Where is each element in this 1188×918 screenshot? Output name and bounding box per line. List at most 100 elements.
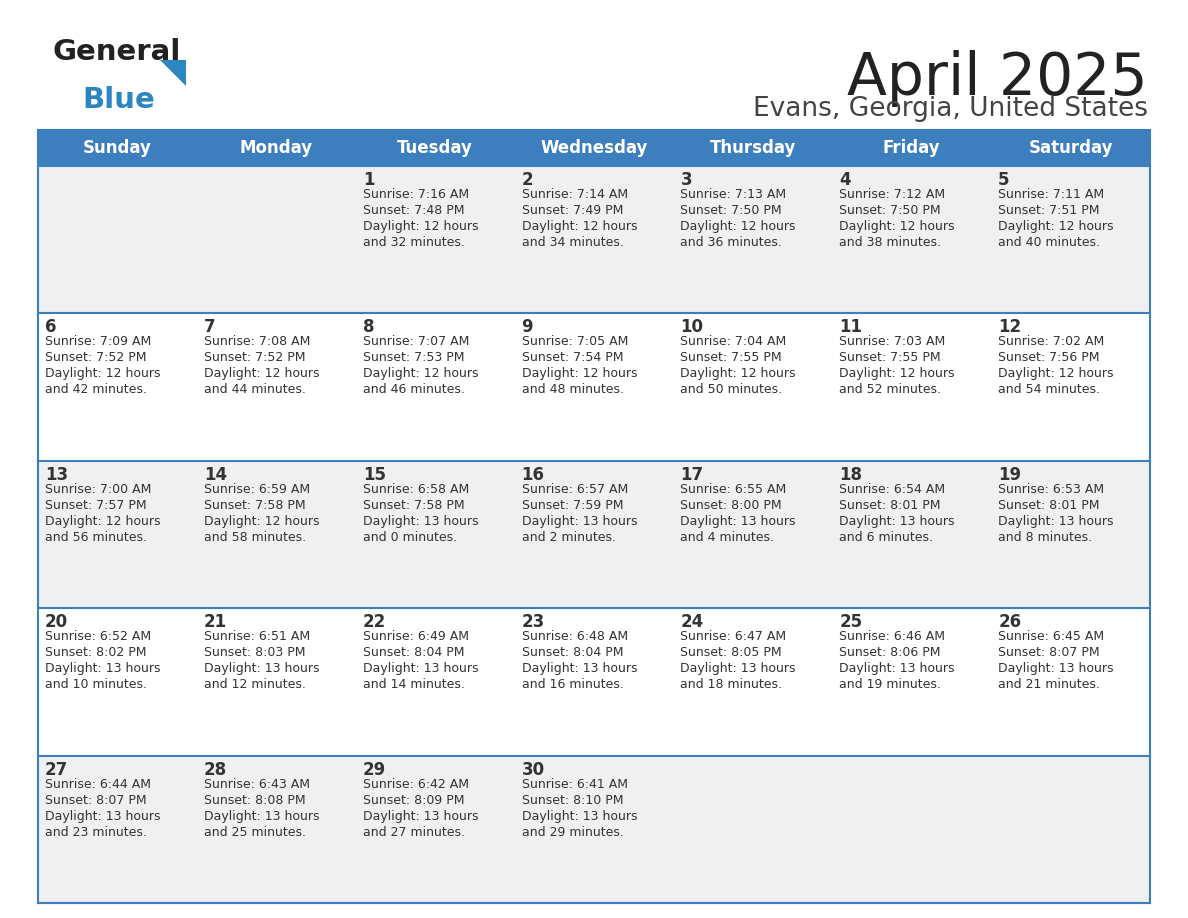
Text: 26: 26 [998,613,1022,632]
Text: Sunrise: 6:43 AM: Sunrise: 6:43 AM [204,778,310,790]
Text: Sunset: 7:51 PM: Sunset: 7:51 PM [998,204,1100,217]
Text: and 6 minutes.: and 6 minutes. [839,531,934,543]
Text: and 14 minutes.: and 14 minutes. [362,678,465,691]
Bar [514,166,674,313]
Text: and 18 minutes.: and 18 minutes. [681,678,783,691]
Text: Wednesday: Wednesday [541,139,647,157]
Text: Sunrise: 6:46 AM: Sunrise: 6:46 AM [839,630,946,644]
Text: Sunset: 8:04 PM: Sunset: 8:04 PM [362,646,465,659]
Text: and 32 minutes.: and 32 minutes. [362,236,465,249]
Text: Friday: Friday [883,139,941,157]
Text: and 29 minutes.: and 29 minutes. [522,825,624,839]
Text: Sunset: 7:59 PM: Sunset: 7:59 PM [522,498,623,512]
Text: Sunset: 8:04 PM: Sunset: 8:04 PM [522,646,623,659]
Bar [38,609,197,756]
Text: Sunset: 8:06 PM: Sunset: 8:06 PM [839,646,941,659]
Bar [355,756,514,903]
Text: Sunrise: 6:47 AM: Sunrise: 6:47 AM [681,630,786,644]
Text: Blue: Blue [82,86,154,114]
Text: Sunrise: 6:53 AM: Sunrise: 6:53 AM [998,483,1105,496]
Text: Daylight: 12 hours: Daylight: 12 hours [362,220,479,233]
Bar [674,609,833,756]
Text: Daylight: 12 hours: Daylight: 12 hours [522,220,637,233]
Text: 8: 8 [362,319,374,336]
Text: Sunrise: 7:07 AM: Sunrise: 7:07 AM [362,335,469,349]
Bar [674,166,833,313]
Text: and 34 minutes.: and 34 minutes. [522,236,624,249]
Text: Daylight: 12 hours: Daylight: 12 hours [522,367,637,380]
Text: 23: 23 [522,613,545,632]
Text: Sunday: Sunday [83,139,152,157]
Text: Daylight: 13 hours: Daylight: 13 hours [839,662,955,676]
Text: Sunrise: 7:08 AM: Sunrise: 7:08 AM [204,335,310,349]
Text: and 58 minutes.: and 58 minutes. [204,531,307,543]
Text: and 25 minutes.: and 25 minutes. [204,825,305,839]
Text: Daylight: 12 hours: Daylight: 12 hours [839,220,955,233]
Text: Daylight: 12 hours: Daylight: 12 hours [998,220,1113,233]
Bar [833,313,991,461]
Bar [355,609,514,756]
Text: 19: 19 [998,465,1022,484]
Bar [197,461,355,609]
Text: Sunset: 8:09 PM: Sunset: 8:09 PM [362,793,465,807]
Bar [38,166,197,313]
Text: and 10 minutes.: and 10 minutes. [45,678,147,691]
Text: Daylight: 13 hours: Daylight: 13 hours [839,515,955,528]
Text: and 4 minutes.: and 4 minutes. [681,531,775,543]
Bar [355,461,514,609]
Text: Tuesday: Tuesday [397,139,473,157]
Text: 3: 3 [681,171,693,189]
Text: Sunset: 7:57 PM: Sunset: 7:57 PM [45,498,146,512]
Bar [514,461,674,609]
Text: Sunrise: 6:52 AM: Sunrise: 6:52 AM [45,630,151,644]
Bar [514,313,674,461]
Text: Sunset: 7:48 PM: Sunset: 7:48 PM [362,204,465,217]
Text: and 36 minutes.: and 36 minutes. [681,236,783,249]
Text: Sunset: 7:49 PM: Sunset: 7:49 PM [522,204,623,217]
Text: General: General [52,38,181,66]
Text: Sunset: 7:54 PM: Sunset: 7:54 PM [522,352,623,364]
Bar [38,130,1150,166]
Text: Sunrise: 7:13 AM: Sunrise: 7:13 AM [681,188,786,201]
Text: Sunset: 7:50 PM: Sunset: 7:50 PM [839,204,941,217]
Bar [674,313,833,461]
Text: Daylight: 12 hours: Daylight: 12 hours [681,367,796,380]
Text: Sunrise: 6:44 AM: Sunrise: 6:44 AM [45,778,151,790]
Text: Daylight: 12 hours: Daylight: 12 hours [839,367,955,380]
Text: 4: 4 [839,171,851,189]
Text: Daylight: 13 hours: Daylight: 13 hours [522,515,637,528]
Bar [991,166,1150,313]
Text: Sunrise: 7:12 AM: Sunrise: 7:12 AM [839,188,946,201]
Text: and 27 minutes.: and 27 minutes. [362,825,465,839]
Text: Sunset: 8:03 PM: Sunset: 8:03 PM [204,646,305,659]
Text: and 42 minutes.: and 42 minutes. [45,384,147,397]
Text: Sunset: 8:05 PM: Sunset: 8:05 PM [681,646,782,659]
Text: Sunrise: 6:45 AM: Sunrise: 6:45 AM [998,630,1105,644]
Text: Daylight: 12 hours: Daylight: 12 hours [204,515,320,528]
Text: Sunset: 8:02 PM: Sunset: 8:02 PM [45,646,146,659]
Text: Sunrise: 7:09 AM: Sunrise: 7:09 AM [45,335,151,349]
Text: and 0 minutes.: and 0 minutes. [362,531,457,543]
Text: and 48 minutes.: and 48 minutes. [522,384,624,397]
Text: 22: 22 [362,613,386,632]
Bar [38,461,197,609]
Text: Sunrise: 6:54 AM: Sunrise: 6:54 AM [839,483,946,496]
Bar [514,756,674,903]
Text: Sunrise: 7:16 AM: Sunrise: 7:16 AM [362,188,469,201]
Bar [991,461,1150,609]
Text: Daylight: 13 hours: Daylight: 13 hours [681,662,796,676]
Text: Daylight: 13 hours: Daylight: 13 hours [522,810,637,823]
Text: 10: 10 [681,319,703,336]
Text: Daylight: 13 hours: Daylight: 13 hours [681,515,796,528]
Text: 17: 17 [681,465,703,484]
Text: and 12 minutes.: and 12 minutes. [204,678,305,691]
Text: Daylight: 12 hours: Daylight: 12 hours [998,367,1113,380]
Text: Sunset: 8:01 PM: Sunset: 8:01 PM [839,498,941,512]
Text: Sunrise: 7:02 AM: Sunrise: 7:02 AM [998,335,1105,349]
Text: Sunrise: 7:00 AM: Sunrise: 7:00 AM [45,483,151,496]
Text: and 16 minutes.: and 16 minutes. [522,678,624,691]
Text: April 2025: April 2025 [847,50,1148,107]
Text: Daylight: 12 hours: Daylight: 12 hours [204,367,320,380]
Text: 29: 29 [362,761,386,778]
Bar [514,609,674,756]
